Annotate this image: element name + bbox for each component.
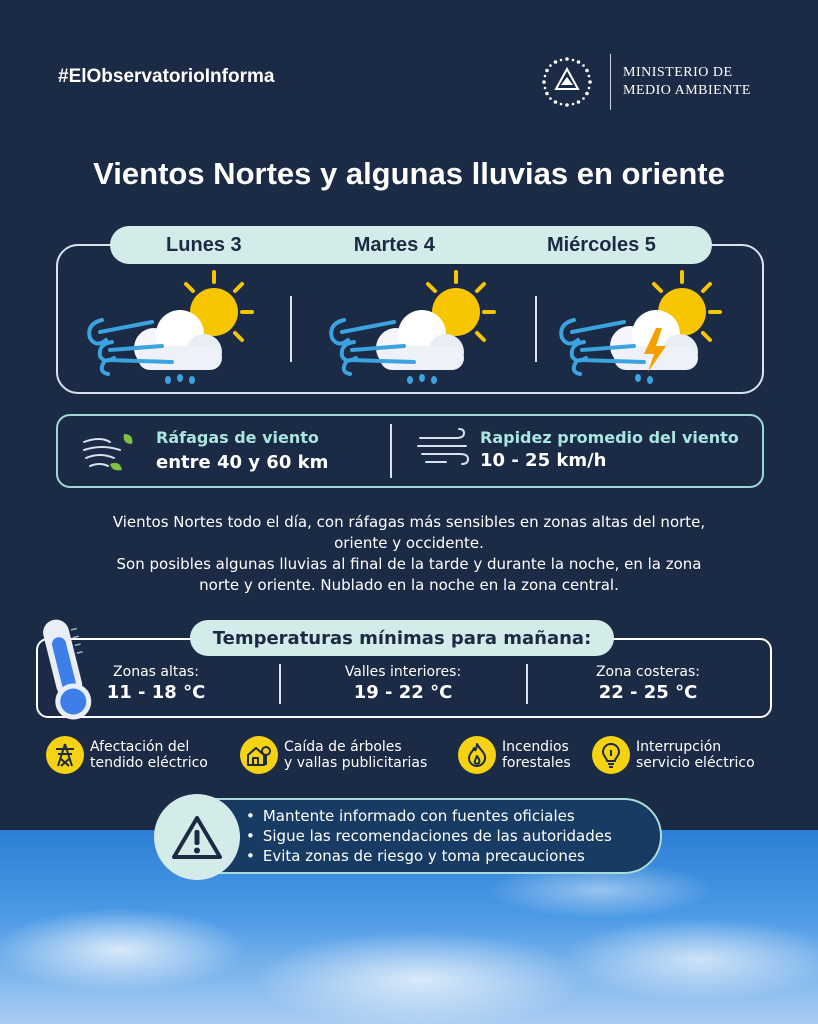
day-label-monday: Lunes 3 xyxy=(166,233,242,256)
risk-label: Incendios forestales xyxy=(502,739,571,771)
day-divider xyxy=(290,296,292,362)
temp-zone-label: Zonas altas: xyxy=(113,664,199,680)
risk-power-lines: Afectación del tendido eléctrico xyxy=(46,736,208,774)
thermometer-icon xyxy=(43,619,92,720)
risk-forest-fires: Incendios forestales xyxy=(458,736,571,774)
warning-badge xyxy=(154,794,240,880)
recommendations-list: Mantente informado con fuentes oficiales… xyxy=(246,806,612,866)
risk-label-line: Caída de árboles xyxy=(284,739,402,755)
risk-fallen-trees: Caída de árboles y vallas publicitarias xyxy=(240,736,427,774)
national-seal-icon xyxy=(542,57,592,107)
risk-label-line: Interrupción xyxy=(636,739,722,755)
temp-zone-value: 11 - 18 °C xyxy=(106,682,206,703)
temp-zone-label: Valles interiores: xyxy=(344,664,462,680)
light-bulb-icon xyxy=(592,736,630,774)
risk-label-line: y vallas publicitarias xyxy=(284,755,428,771)
temp-zone-label: Zona costeras: xyxy=(595,664,701,680)
ministry-divider xyxy=(610,54,611,110)
wind-sun-cloud-rain-icon xyxy=(87,270,254,384)
gusts-value: entre 40 y 60 km xyxy=(156,452,329,473)
fallen-tree-house-icon xyxy=(240,736,278,774)
fire-icon xyxy=(458,736,496,774)
wind-info-panel xyxy=(56,414,764,488)
temp-zone-coast: Zona costeras: 22 - 25 °C xyxy=(538,664,758,703)
recommendation-item: Mantente informado con fuentes oficiales xyxy=(246,806,612,826)
average-speed-value: 10 - 25 km/h xyxy=(480,450,607,471)
wind-gust-leaf-icon xyxy=(83,434,133,471)
risk-label-line: servicio eléctrico xyxy=(636,755,755,771)
warning-triangle-icon xyxy=(172,816,222,859)
day-label-tuesday: Martes 4 xyxy=(353,233,435,256)
forecast-description: Vientos Nortes todo el día, con ráfagas … xyxy=(40,512,778,596)
risk-label-line: Incendios xyxy=(502,739,569,755)
day-divider xyxy=(535,296,537,362)
temp-zone-value: 22 - 25 °C xyxy=(598,682,698,703)
description-line: norte y oriente. Nublado en la noche en … xyxy=(199,576,619,594)
wind-speed-icon xyxy=(417,428,470,465)
risk-label: Interrupción servicio eléctrico xyxy=(636,739,755,771)
days-header-pill: Lunes 3 Martes 4 Miércoles 5 xyxy=(110,226,712,264)
risk-label-line: Afectación del xyxy=(90,739,190,755)
page-title: Vientos Nortes y algunas lluvias en orie… xyxy=(93,156,725,191)
risk-label: Caída de árboles y vallas publicitarias xyxy=(284,739,427,771)
temp-divider xyxy=(279,664,281,704)
risk-label-line: tendido eléctrico xyxy=(90,755,208,771)
temp-zone-value: 19 - 22 °C xyxy=(353,682,453,703)
ministry-name-line1: MINISTERIO DE xyxy=(623,65,733,80)
power-tower-icon xyxy=(46,736,84,774)
average-speed-label: Rapidez promedio del viento xyxy=(480,428,739,447)
description-line: oriente y occidente. xyxy=(334,534,484,552)
gusts-label: Ráfagas de viento xyxy=(156,428,319,447)
temperatures-title-pill: Temperaturas mínimas para mañana: xyxy=(190,620,614,656)
recommendation-item: Evita zonas de riesgo y toma precaucione… xyxy=(246,846,612,866)
description-line: Vientos Nortes todo el día, con ráfagas … xyxy=(112,513,706,531)
risk-label: Afectación del tendido eléctrico xyxy=(90,739,208,771)
temp-zone-valleys: Valles interiores: 19 - 22 °C xyxy=(293,664,513,703)
wind-sun-cloud-storm-icon xyxy=(559,270,722,384)
wind-sun-cloud-rain-icon xyxy=(329,270,496,384)
temp-zone-high: Zonas altas: 11 - 18 °C xyxy=(46,664,266,703)
risk-label-line: forestales xyxy=(502,755,571,771)
description-line: Son posibles algunas lluvias al final de… xyxy=(116,555,702,573)
risk-power-outage: Interrupción servicio eléctrico xyxy=(592,736,755,774)
ministry-logo: MINISTERIO DE MEDIO AMBIENTE xyxy=(540,52,780,112)
hashtag-label: #ElObservatorioInforma xyxy=(58,66,275,87)
recommendation-item: Sigue las recomendaciones de las autorid… xyxy=(246,826,612,846)
day-label-wednesday: Miércoles 5 xyxy=(546,233,656,256)
temp-divider xyxy=(526,664,528,704)
ministry-name-line2: MEDIO AMBIENTE xyxy=(623,83,751,98)
ministry-name: MINISTERIO DE MEDIO AMBIENTE xyxy=(623,64,751,100)
wind-divider xyxy=(390,424,392,478)
